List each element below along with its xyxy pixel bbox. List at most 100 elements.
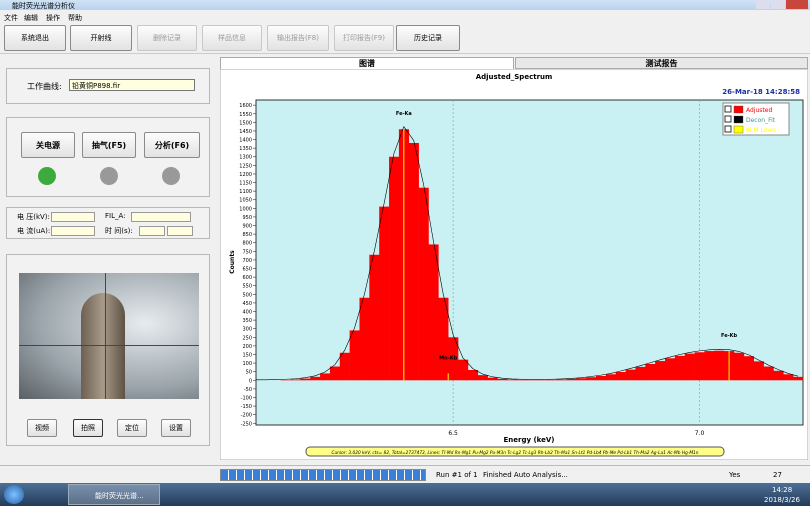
y-tick-label: 400 — [242, 310, 252, 316]
tab[interactable]: 测试报告 — [515, 57, 808, 69]
bar — [517, 379, 528, 381]
start-button[interactable] — [4, 485, 24, 504]
legend-label: KLM Lines — [746, 127, 776, 134]
toolbar-button[interactable]: 输出报告(F8) — [267, 25, 329, 51]
bar — [586, 377, 597, 381]
camera-view — [19, 273, 199, 399]
menu-bar: 文件 编辑 操作 帮助 — [0, 11, 810, 22]
y-tick-label: 550 — [242, 284, 252, 290]
camera-button[interactable]: 设置 — [161, 419, 191, 437]
legend-swatch — [733, 105, 744, 114]
y-tick-label: 900 — [242, 224, 252, 230]
time-input[interactable] — [139, 226, 165, 236]
bar — [714, 350, 725, 381]
y-tick-label: 1050 — [239, 198, 252, 204]
y-tick-label: 450 — [242, 301, 252, 307]
clock-time: 14:28 — [772, 486, 793, 494]
klm-label: Fe-Kb — [721, 333, 738, 339]
bar — [753, 361, 764, 381]
bar — [783, 374, 794, 381]
y-tick-label: 150 — [242, 352, 252, 358]
y-tick-label: 1600 — [239, 103, 252, 109]
y-tick-label: 800 — [242, 241, 252, 247]
y-tick-label: 1250 — [239, 163, 252, 169]
camera-button[interactable]: 视频 — [27, 419, 57, 437]
curve-select[interactable]: 铅黄铜P898.fir — [69, 79, 195, 91]
fit-line — [256, 126, 799, 381]
bar — [428, 244, 439, 381]
bar — [329, 366, 341, 381]
bar — [310, 376, 321, 381]
timestamp: 26-Mar-18 14:28:58 — [722, 88, 800, 96]
power-icon — [38, 167, 56, 185]
menu-item[interactable]: 操作 — [46, 14, 60, 22]
close[interactable] — [786, 0, 808, 9]
y-tick-label: 350 — [242, 318, 252, 324]
bar — [743, 356, 755, 381]
menu-item[interactable]: 编辑 — [24, 14, 38, 22]
toolbar-button[interactable]: 系统退出 — [4, 25, 66, 51]
clock-date: 2018/3/26 — [764, 496, 800, 504]
crosshair — [105, 273, 106, 399]
control-button[interactable]: 抽气(F5) — [82, 132, 136, 158]
y-tick-label: 1350 — [239, 146, 252, 152]
bar — [507, 379, 518, 381]
toolbar-button[interactable]: 删除记录 — [137, 25, 197, 51]
pump-icon — [100, 167, 118, 185]
bar — [448, 337, 459, 381]
bar — [359, 297, 370, 381]
bar — [615, 372, 626, 381]
y-tick-label: 100 — [242, 361, 252, 367]
y-tick-label: 50 — [246, 370, 252, 376]
y-tick-label: 1300 — [239, 155, 252, 161]
x-tick-label: 7.0 — [695, 430, 705, 437]
control-button[interactable]: 关电源 — [21, 132, 75, 158]
y-tick-label: 700 — [242, 258, 252, 264]
toolbar-button[interactable]: 样品信息 — [202, 25, 262, 51]
status-bar: Run #1 of 1 Finished Auto Analysis... Ye… — [0, 465, 810, 483]
progress-bar — [220, 469, 426, 481]
bar — [379, 206, 390, 381]
y-tick-label: 1400 — [239, 138, 252, 144]
task-item[interactable]: 能时荧光光谱... — [68, 484, 160, 505]
bar — [645, 363, 656, 381]
y-tick-label: -150 — [241, 404, 252, 410]
status-text: 27 — [773, 471, 782, 479]
y-tick-label: -250 — [241, 421, 252, 427]
control-button[interactable]: 分析(F6) — [144, 132, 200, 158]
bar — [704, 351, 715, 381]
x-axis-label: Energy (keV) — [503, 436, 554, 444]
camera-button[interactable]: 定位 — [117, 419, 147, 437]
status-text: Yes — [729, 471, 741, 479]
y-tick-label: 600 — [242, 275, 252, 281]
y-tick-label: -50 — [244, 387, 252, 393]
bar — [665, 358, 676, 381]
toolbar-button[interactable]: 开射线 — [70, 25, 132, 51]
fil-input[interactable] — [131, 212, 191, 222]
minimize[interactable] — [756, 0, 770, 9]
camera-button[interactable]: 拍照 — [73, 419, 103, 437]
y-tick-label: 200 — [242, 344, 252, 350]
y-tick-label: 1550 — [239, 112, 252, 118]
legend-checkbox — [724, 125, 732, 133]
toolbar-button[interactable]: 历史记录 — [396, 25, 460, 51]
maximize[interactable] — [771, 0, 785, 9]
bar — [487, 377, 498, 381]
bar — [793, 376, 804, 381]
y-tick-label: -100 — [241, 395, 252, 401]
params-panel: 电 压(kV): FIL_A: 电 流(uA): 时 间(s): — [6, 207, 210, 239]
time-input[interactable] — [167, 226, 193, 236]
menu-item[interactable]: 帮助 — [68, 14, 82, 22]
bar — [300, 378, 311, 381]
camera-panel: 视频 拍照 定位 设置 — [6, 254, 210, 446]
bar — [477, 375, 488, 381]
menu-item[interactable]: 文件 — [4, 14, 18, 22]
voltage-input[interactable] — [51, 212, 95, 222]
tab[interactable]: 图谱 — [220, 57, 514, 69]
current-input[interactable] — [51, 226, 95, 236]
bar — [635, 366, 646, 381]
bar — [320, 373, 331, 381]
sample-image — [81, 293, 125, 399]
status-text: Finished Auto Analysis... — [483, 471, 568, 479]
toolbar-button[interactable]: 打印报告(F9) — [334, 25, 394, 51]
